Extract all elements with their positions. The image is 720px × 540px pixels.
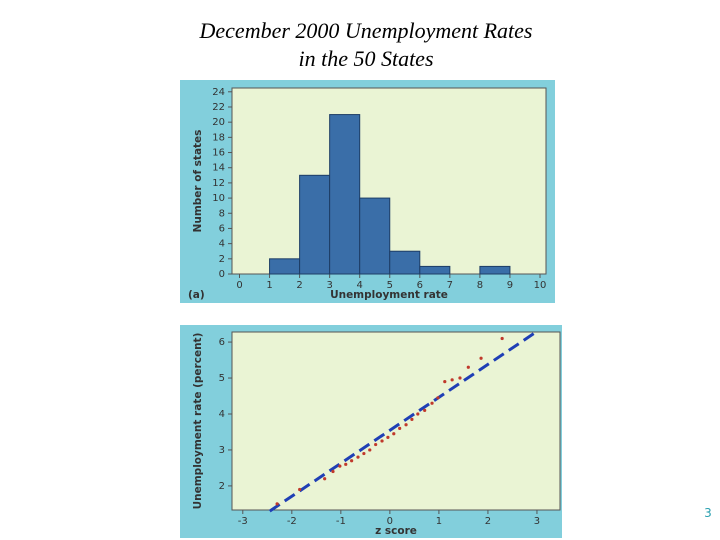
x-tick-label: 3 <box>326 280 332 291</box>
bar <box>299 174 331 275</box>
point <box>323 477 327 481</box>
point <box>423 408 427 412</box>
x-tick-label: 1 <box>436 516 442 527</box>
point <box>350 459 354 463</box>
x-tick-label: 0 <box>236 280 242 291</box>
y-tick-label: 4 <box>219 409 225 420</box>
y-axis-label: Unemployment rate (percent) <box>192 333 204 510</box>
point <box>380 439 384 443</box>
point <box>368 448 372 452</box>
point <box>275 502 279 506</box>
point <box>374 442 378 447</box>
slide-subtitle: in the 50 States <box>298 46 433 71</box>
point <box>430 401 434 405</box>
y-tick-label: 14 <box>212 163 225 174</box>
point <box>386 435 390 439</box>
point <box>500 336 504 341</box>
bar <box>359 197 391 275</box>
x-tick-label: 0 <box>387 516 393 527</box>
bar <box>329 114 361 275</box>
x-tick-label: 1 <box>266 280 272 291</box>
y-tick-label: 2 <box>219 254 225 265</box>
x-tick-label: -1 <box>336 516 346 527</box>
slide-title: December 2000 Unemployment Rates <box>199 18 533 43</box>
panel-label: (a) <box>188 289 205 301</box>
point <box>450 378 454 382</box>
point <box>404 423 408 427</box>
point <box>362 451 366 456</box>
y-tick-label: 12 <box>212 178 225 189</box>
y-tick-label: 3 <box>219 445 225 456</box>
point <box>458 376 462 380</box>
y-tick-label: 20 <box>212 117 225 128</box>
point <box>479 356 483 360</box>
x-tick-label: -2 <box>287 516 297 527</box>
y-tick-label: 8 <box>219 208 225 219</box>
point <box>410 417 414 421</box>
y-tick-label: 5 <box>219 373 225 384</box>
x-tick-label: 3 <box>534 516 540 527</box>
point <box>398 426 402 430</box>
point <box>436 396 440 400</box>
bar <box>389 250 421 275</box>
point <box>356 455 360 459</box>
y-tick-label: 18 <box>212 132 225 143</box>
x-tick-label: 5 <box>387 280 393 291</box>
y-tick-label: 16 <box>212 148 225 159</box>
point <box>416 412 420 416</box>
x-axis-label: Unemployment rate <box>330 289 448 301</box>
x-tick-label: 6 <box>417 280 423 291</box>
y-tick-label: 0 <box>219 269 225 280</box>
y-tick-label: 4 <box>219 239 225 250</box>
x-tick-label: -3 <box>238 516 248 527</box>
point <box>466 365 470 369</box>
bar <box>269 258 301 275</box>
point <box>443 380 447 384</box>
point <box>298 487 302 492</box>
x-tick-label: 8 <box>477 280 483 291</box>
bar <box>419 265 451 275</box>
x-tick-label: 2 <box>296 280 302 291</box>
bar <box>479 265 511 275</box>
y-axis-label: Number of states <box>192 130 204 233</box>
x-tick-label: 7 <box>447 280 453 291</box>
y-tick-label: 22 <box>212 102 225 113</box>
x-tick-label: 4 <box>357 280 363 291</box>
point <box>392 432 396 436</box>
x-tick-label: 2 <box>485 516 491 527</box>
y-tick-label: 10 <box>212 193 225 204</box>
point <box>331 469 335 474</box>
slide-number: 3 <box>704 506 712 520</box>
point <box>344 462 348 466</box>
y-tick-label: 24 <box>212 87 225 98</box>
point <box>338 464 342 468</box>
y-tick-label: 6 <box>219 337 225 348</box>
y-tick-label: 6 <box>219 223 225 234</box>
plot-area <box>231 331 561 511</box>
x-tick-label: 9 <box>507 280 513 291</box>
x-axis-label: z score <box>375 525 417 537</box>
y-tick-label: 2 <box>219 481 225 492</box>
x-tick-label: 10 <box>534 280 547 291</box>
